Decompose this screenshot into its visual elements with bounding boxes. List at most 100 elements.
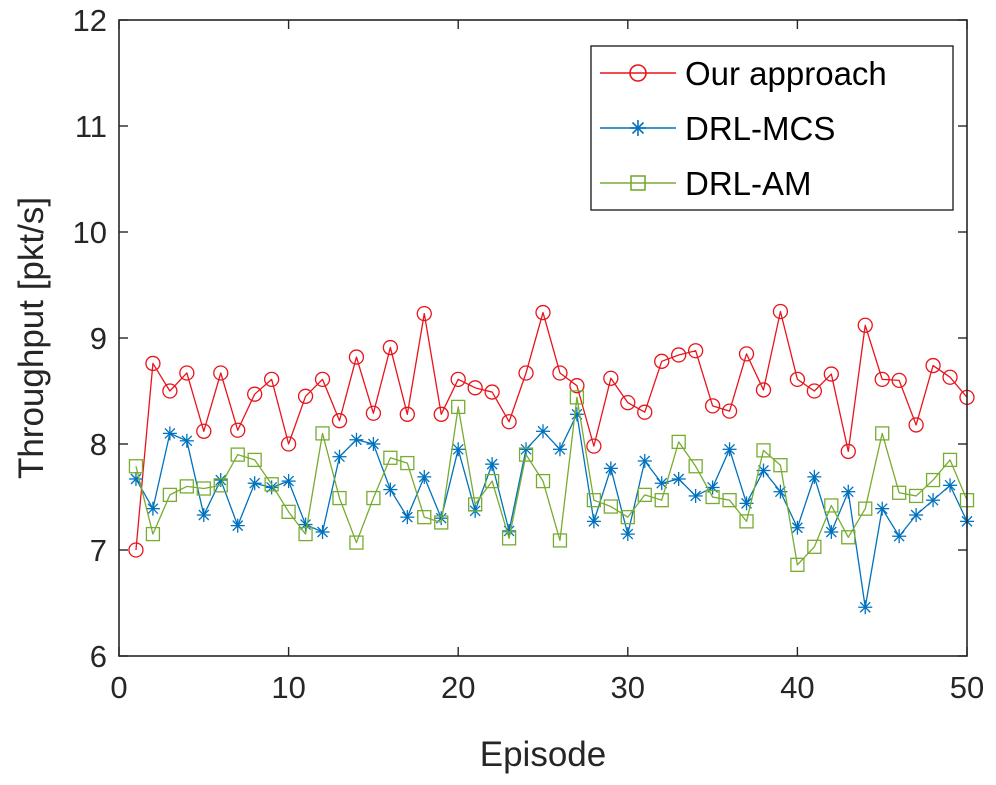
point-drl-mcs-26: [552, 442, 567, 457]
point-our-approach-9: [263, 371, 280, 387]
series-line-drl-mcs: [135, 413, 968, 608]
point-drl-am-15: [366, 490, 381, 506]
point-our-approach-10: [280, 436, 297, 452]
point-drl-am-3: [162, 487, 178, 503]
point-drl-am-20: [451, 399, 466, 415]
point-drl-am-14: [349, 535, 364, 550]
point-our-approach-6: [213, 365, 229, 381]
point-our-approach-47: [908, 417, 924, 433]
point-our-approach-28: [586, 438, 602, 454]
point-our-approach-42: [823, 366, 839, 382]
point-drl-mcs-11: [298, 517, 313, 532]
point-drl-mcs-47: [909, 508, 924, 523]
point-drl-am-24: [518, 447, 534, 462]
series-line-our-approach: [135, 310, 968, 551]
point-our-approach-46: [891, 372, 907, 389]
point-our-approach-45: [874, 371, 890, 387]
point-drl-am-29: [603, 499, 618, 514]
x-tick-label-4: 40: [780, 670, 814, 705]
y-tick-label-2: 8: [90, 427, 107, 462]
point-drl-mcs-36: [722, 442, 737, 457]
point-drl-am-16: [383, 450, 398, 465]
point-drl-am-22: [484, 473, 500, 489]
point-drl-mcs-8: [247, 476, 262, 491]
x-tick-label-5: 50: [950, 670, 984, 705]
point-drl-am-6: [213, 478, 228, 493]
point-drl-am-32: [654, 493, 669, 508]
point-drl-am-4: [179, 479, 194, 494]
point-drl-am-45: [875, 426, 890, 441]
point-drl-mcs-3: [162, 426, 177, 441]
legend-marker-drl-am: [630, 175, 646, 191]
point-drl-am-9: [264, 477, 279, 492]
point-our-approach-12: [314, 371, 331, 387]
point-drl-am-33: [671, 434, 686, 450]
y-tick-label-3: 9: [90, 321, 107, 356]
point-drl-am-1: [128, 459, 144, 474]
point-our-approach-19: [433, 406, 449, 422]
legend-label-our-approach: Our approach: [685, 55, 887, 92]
point-our-approach-49: [942, 369, 958, 385]
point-drl-mcs-44: [858, 600, 873, 615]
point-drl-am-28: [586, 493, 602, 508]
point-drl-mcs-48: [926, 493, 941, 508]
point-drl-am-46: [892, 485, 907, 500]
point-our-approach-15: [365, 405, 382, 421]
point-drl-am-40: [790, 557, 805, 572]
point-our-approach-3: [162, 383, 178, 399]
point-drl-am-11: [298, 526, 313, 542]
y-tick-label-1: 7: [90, 533, 107, 568]
point-our-approach-37: [738, 346, 755, 362]
point-drl-am-43: [841, 530, 856, 545]
point-drl-am-47: [908, 488, 924, 504]
point-our-approach-2: [145, 355, 161, 372]
point-drl-mcs-2: [145, 501, 160, 516]
y-tick-label-4: 10: [73, 215, 107, 250]
point-drl-am-23: [501, 531, 517, 546]
point-drl-am-17: [400, 455, 415, 471]
point-our-approach-7: [230, 422, 246, 438]
point-drl-mcs-10: [281, 474, 296, 489]
point-drl-mcs-13: [332, 449, 347, 464]
point-drl-am-31: [637, 487, 652, 503]
point-drl-am-8: [247, 452, 262, 468]
point-our-approach-24: [518, 365, 534, 381]
point-our-approach-33: [671, 347, 687, 363]
point-drl-am-19: [434, 515, 449, 530]
point-drl-mcs-14: [349, 432, 364, 447]
point-drl-am-12: [315, 426, 330, 441]
point-our-approach-18: [416, 305, 432, 322]
point-our-approach-8: [247, 386, 263, 402]
point-drl-mcs-27: [569, 407, 584, 422]
legend-label-drl-mcs: DRL-MCS: [685, 110, 835, 147]
point-drl-mcs-18: [417, 469, 432, 484]
point-our-approach-25: [535, 304, 551, 321]
point-our-approach-27: [569, 378, 585, 394]
x-tick-label-2: 20: [441, 670, 475, 705]
point-our-approach-16: [382, 339, 399, 356]
point-our-approach-20: [450, 371, 466, 387]
point-drl-am-5: [196, 481, 211, 496]
point-our-approach-43: [840, 443, 856, 460]
point-drl-am-48: [925, 472, 941, 488]
point-drl-am-18: [417, 509, 432, 525]
point-drl-am-2: [145, 526, 161, 542]
series-our-approach: [128, 303, 975, 558]
point-our-approach-17: [399, 406, 415, 422]
y-tick-label-5: 11: [75, 109, 107, 144]
point-our-approach-14: [348, 349, 365, 365]
point-our-approach-23: [501, 414, 517, 430]
point-our-approach-41: [806, 383, 823, 399]
series-drl-mcs: [128, 407, 974, 615]
point-drl-mcs-29: [603, 461, 618, 476]
point-drl-am-35: [705, 489, 720, 505]
point-drl-mcs-33: [671, 471, 686, 486]
point-our-approach-31: [637, 404, 653, 420]
point-drl-am-10: [281, 504, 296, 519]
point-drl-mcs-20: [451, 442, 466, 457]
x-tick-label-1: 10: [271, 670, 305, 705]
point-drl-am-21: [468, 497, 483, 512]
point-our-approach-5: [196, 423, 212, 439]
ticks-layer: 0 10 20 30 40 50 6 7 8 9 10 11 12: [73, 3, 985, 705]
point-our-approach-36: [721, 403, 738, 419]
